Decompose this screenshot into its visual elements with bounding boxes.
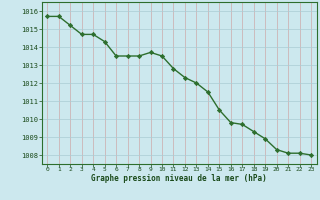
X-axis label: Graphe pression niveau de la mer (hPa): Graphe pression niveau de la mer (hPa) (91, 174, 267, 183)
